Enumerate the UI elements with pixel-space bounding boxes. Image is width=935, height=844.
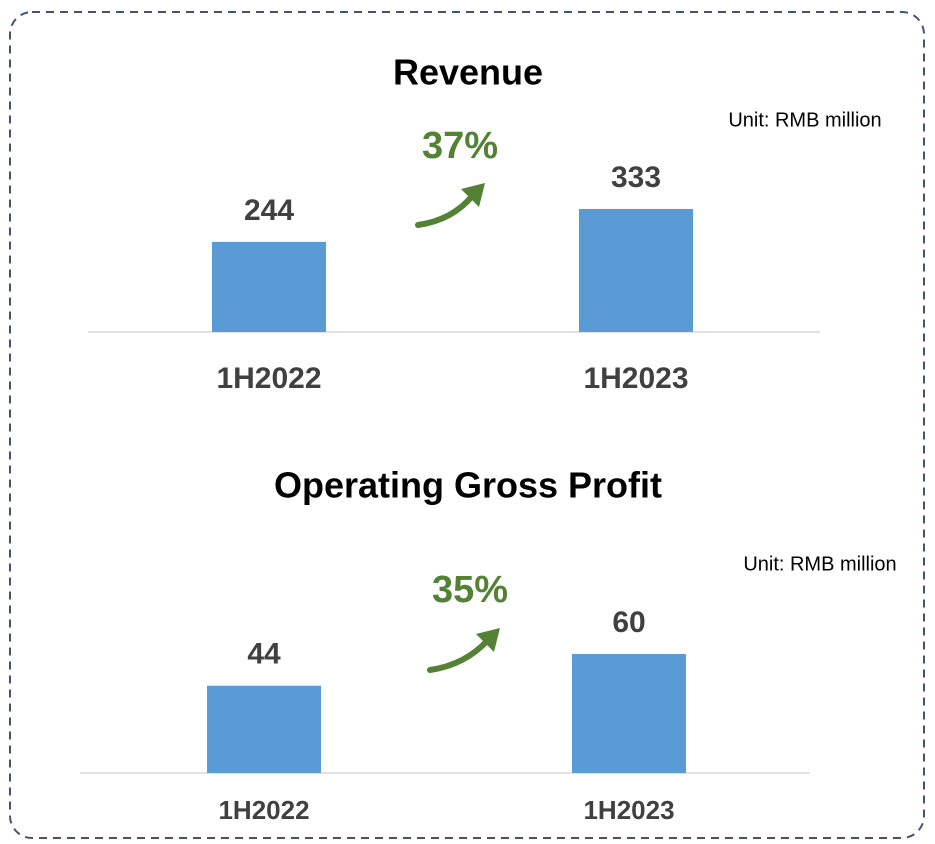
chart-title: Revenue [393, 52, 543, 93]
growth-label: 37% [422, 125, 498, 167]
growth-label: 35% [432, 569, 508, 611]
bar [212, 241, 326, 332]
growth-arrow [415, 192, 476, 228]
unit-note: Unit: RMB million [743, 553, 896, 575]
value-label: 333 [611, 161, 661, 194]
arrow-head [476, 628, 500, 652]
growth-arrow [427, 637, 491, 673]
value-label: 60 [612, 606, 645, 639]
value-label: 44 [247, 638, 281, 671]
value-label: 244 [244, 194, 294, 227]
dashed-border [9, 11, 925, 839]
category-label: 1H2023 [583, 362, 688, 395]
bar [572, 654, 686, 773]
category-label: 1H2023 [583, 795, 674, 825]
unit-note: Unit: RMB million [728, 109, 881, 131]
category-label: 1H2022 [218, 795, 309, 825]
bar [207, 685, 321, 773]
bar [579, 209, 693, 332]
category-label: 1H2022 [216, 362, 321, 395]
chart-title: Operating Gross Profit [274, 465, 662, 506]
arrow-head [461, 183, 485, 207]
